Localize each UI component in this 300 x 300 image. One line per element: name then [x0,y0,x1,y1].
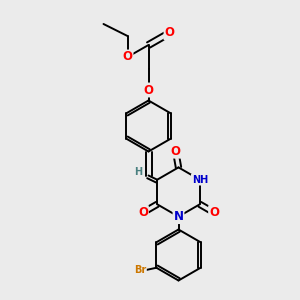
Text: O: O [122,50,133,64]
Text: O: O [138,206,148,219]
Text: H: H [134,167,142,177]
Text: NH: NH [192,175,208,185]
Text: O: O [143,83,154,97]
Text: O: O [171,145,181,158]
Text: Br: Br [134,265,146,275]
Text: O: O [164,26,175,40]
Text: O: O [209,206,219,219]
Text: N: N [173,210,184,223]
